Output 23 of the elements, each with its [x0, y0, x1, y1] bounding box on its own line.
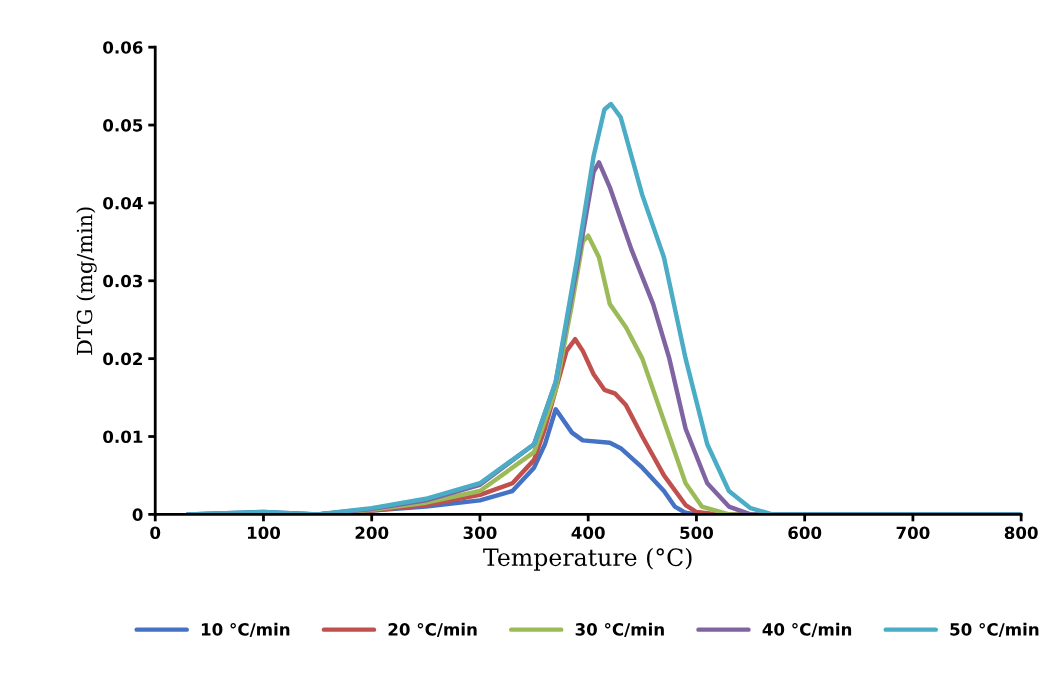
x-tick-label: 400 — [571, 526, 605, 540]
x-tick-label: 600 — [788, 526, 822, 540]
legend-label: 20 °C/min — [388, 622, 477, 638]
legend-label: 50 °C/min — [950, 622, 1039, 638]
legend-label: 40 °C/min — [762, 622, 852, 638]
x-axis-title: Temperature (°C) — [483, 547, 692, 571]
x-tick-label: 100 — [247, 526, 281, 540]
x-tick-label: 200 — [355, 526, 389, 540]
y-tick-label: 0.01 — [103, 430, 143, 444]
legend-label: 10 °C/min — [201, 622, 290, 638]
x-tick-label: 800 — [1004, 526, 1038, 540]
y-tick-label: 0.03 — [103, 274, 143, 288]
y-tick-label: 0 — [132, 508, 143, 521]
x-tick-label: 500 — [680, 526, 714, 540]
y-tick-label: 0.04 — [103, 196, 143, 210]
y-tick-label: 0.05 — [103, 119, 143, 132]
x-tick-label: 0 — [150, 526, 161, 540]
x-tick-label: 700 — [896, 526, 930, 540]
legend-label: 30 °C/min — [575, 622, 664, 638]
y-axis-title: DTG (mg/min) — [76, 207, 97, 355]
y-tick-label: 0.06 — [103, 41, 143, 54]
y-tick-label: 0.02 — [103, 352, 142, 366]
x-tick-label: 300 — [463, 526, 497, 540]
